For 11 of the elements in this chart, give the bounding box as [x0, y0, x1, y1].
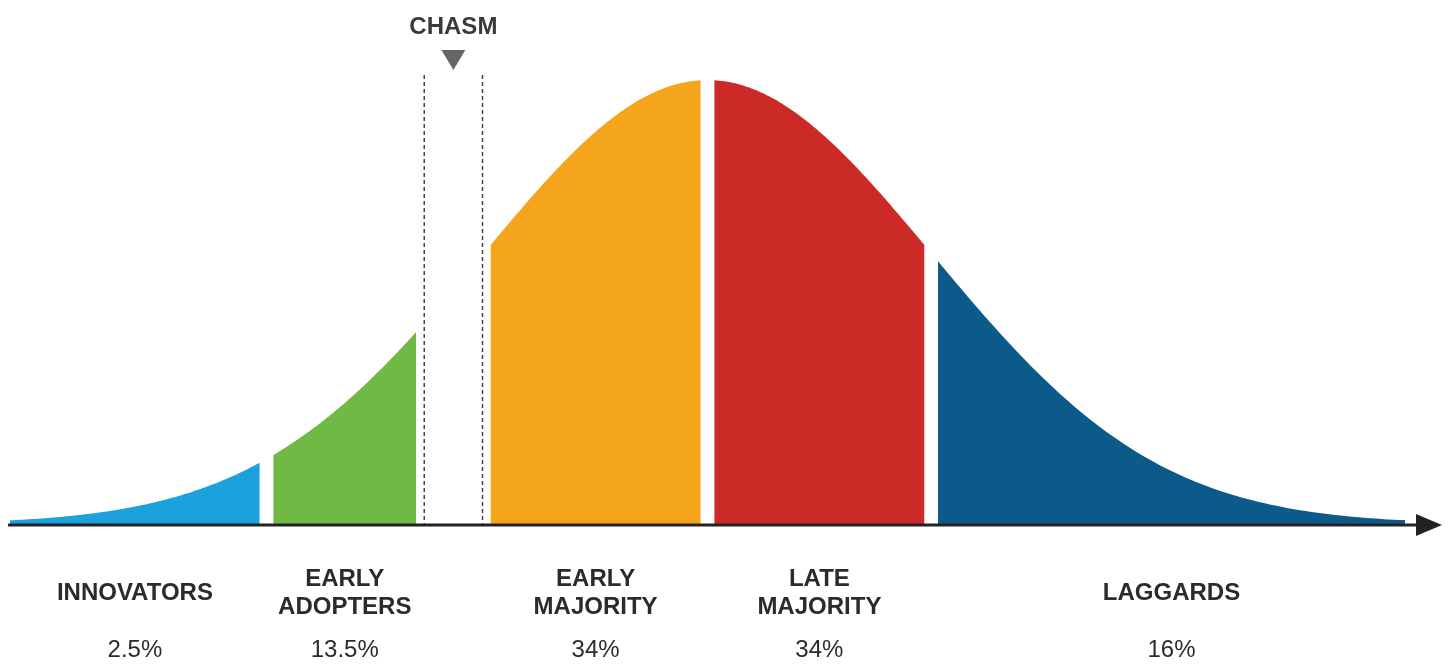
category-label: LATE MAJORITY	[757, 563, 882, 619]
data-label: 34%	[795, 634, 844, 662]
category-label: INNOVATORS	[56, 577, 213, 605]
category-label: EARLY ADOPTERS	[278, 563, 412, 619]
data-label: 16%	[1147, 634, 1196, 662]
data-label: 2.5%	[107, 634, 163, 662]
category-label: EARLY MAJORITY	[533, 563, 658, 619]
data-label: 34%	[571, 634, 620, 662]
category-label: LAGGARDS	[1102, 577, 1241, 605]
text: CHASM	[409, 11, 498, 39]
data-label: 13.5%	[310, 634, 379, 662]
